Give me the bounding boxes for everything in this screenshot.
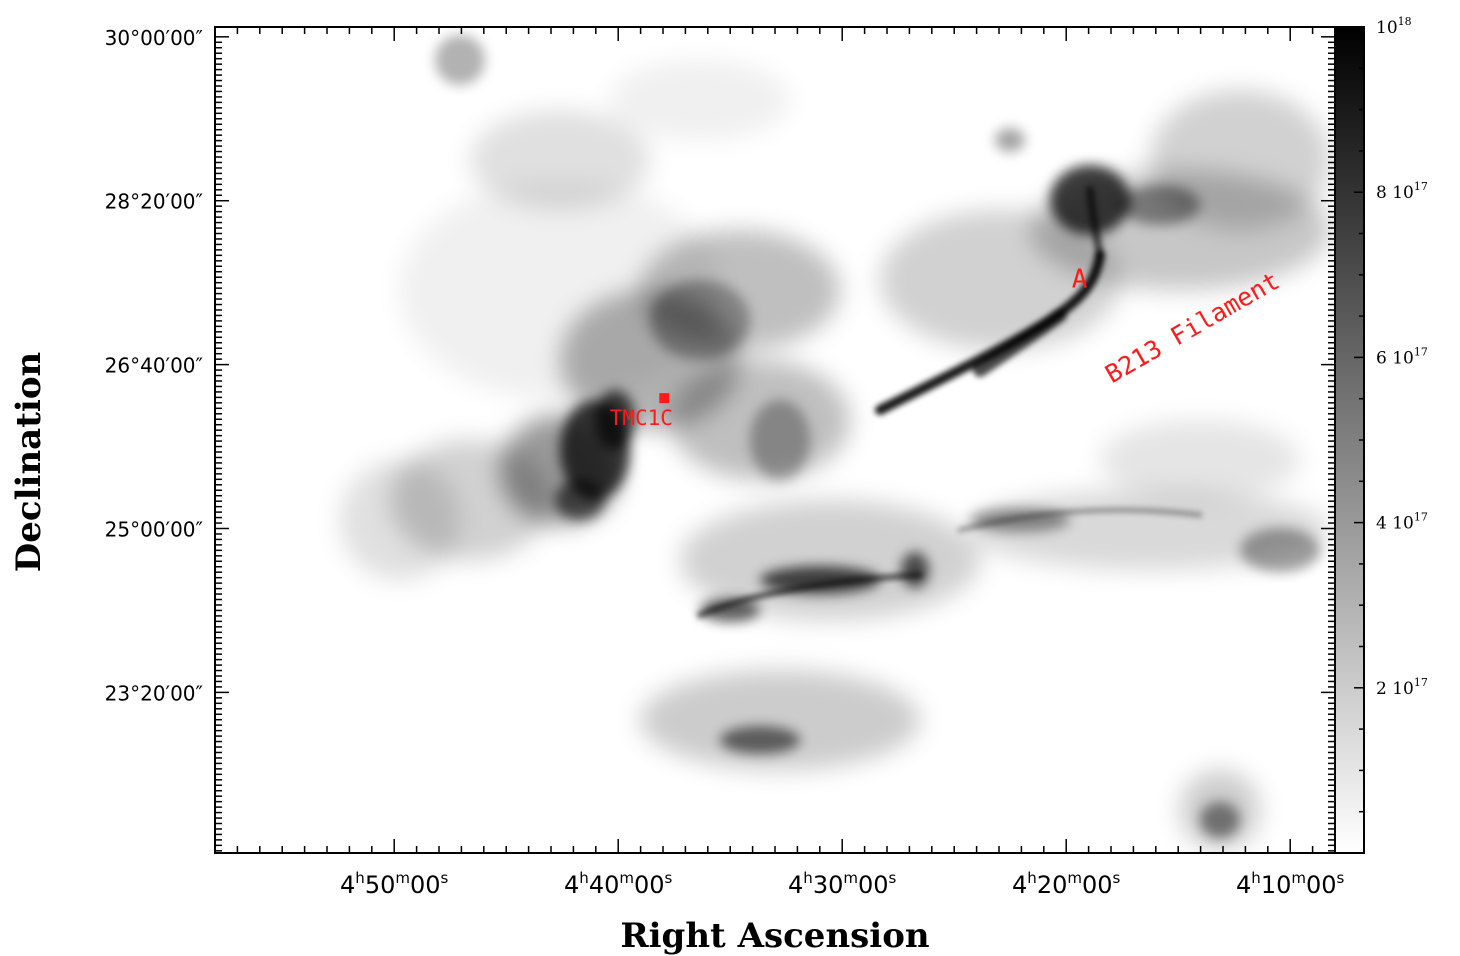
x-tick-label: 4h50m00s <box>340 869 449 899</box>
column-density-map <box>340 35 1330 850</box>
x-tick-label: 4h30m00s <box>788 869 897 899</box>
colorbar-tick-label: 4 1017 <box>1376 511 1428 534</box>
x-tick-label: 4h20m00s <box>1012 869 1121 899</box>
y-tick-label: 25°00′00″ <box>105 518 203 542</box>
colorbar-ticks: 1018 8 1017 6 1017 4 1017 2 1017 <box>1354 15 1428 854</box>
x-axis: 4h50m00s 4h40m00s 4h30m00s 4h20m00s 4h10m00s <box>214 27 1345 899</box>
annotation-label: A <box>1072 265 1088 295</box>
colorbar-tick-label: 6 1017 <box>1376 345 1428 368</box>
y-tick-label: 28°20′00″ <box>105 190 203 214</box>
annotation-label: TMC1C <box>610 406 673 430</box>
x-tick-label: 4h40m00s <box>564 869 673 899</box>
colorbar-tick-label: 8 1017 <box>1376 180 1428 203</box>
y-tick-label: 23°20′00″ <box>105 681 203 705</box>
y-tick-label: 26°40′00″ <box>105 354 203 378</box>
tmc1c-marker <box>659 393 670 404</box>
y-axis-title: Declination <box>9 352 49 572</box>
y-axis: 30°00′00″ 28°20′00″ 26°40′00″ 25°00′00″ 23°2… <box>105 26 1335 852</box>
colorbar-tick-label: 2 1017 <box>1376 676 1428 699</box>
colorbar-tick-label: 1018 <box>1376 15 1412 38</box>
y-tick-label: 30°00′00″ <box>105 26 203 50</box>
x-axis-title: Right Ascension <box>620 916 929 956</box>
x-tick-label: 4h10m00s <box>1236 869 1345 899</box>
